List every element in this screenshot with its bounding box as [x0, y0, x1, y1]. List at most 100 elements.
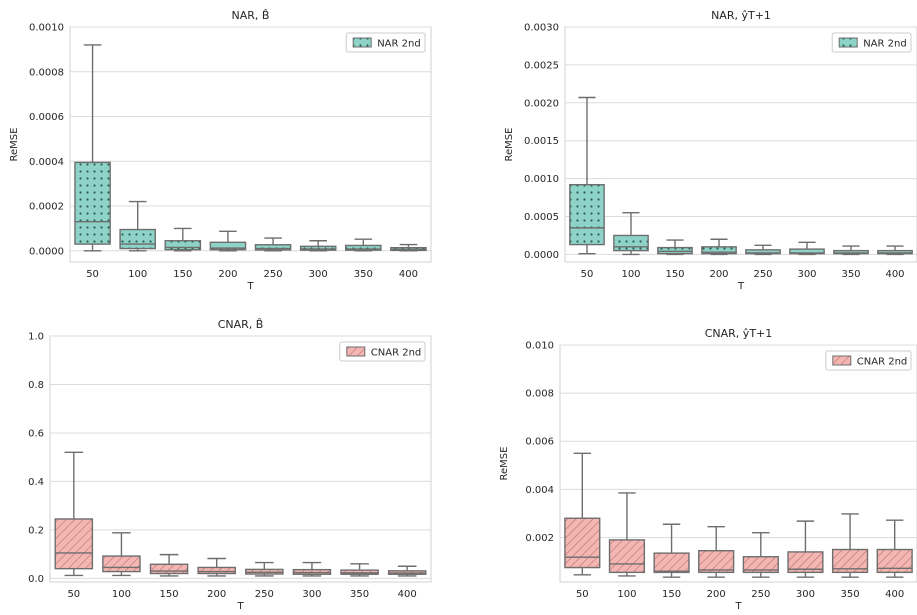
x-tick-label: 300: [797, 269, 816, 280]
y-axis-label: ReMSE: [9, 128, 20, 162]
box-hatch: [74, 161, 111, 245]
box-hatch: [787, 551, 824, 574]
box-200: [698, 525, 735, 578]
box-hatch: [149, 563, 189, 575]
box-150: [149, 553, 189, 577]
series-cnar-2nd: [54, 451, 427, 577]
box-hatch: [569, 183, 605, 246]
x-tick-label: 150: [662, 589, 681, 600]
x-axis-label: T: [246, 281, 254, 292]
x-tick-label: 400: [885, 589, 904, 600]
box-350: [340, 563, 379, 577]
x-tick-label: 300: [796, 589, 815, 600]
y-tick-label: 0.008: [525, 389, 554, 400]
x-axis-label: T: [236, 601, 244, 612]
box-250: [745, 244, 781, 256]
x-tick-label: 400: [885, 269, 904, 280]
box-400: [877, 245, 913, 256]
box-hatch: [54, 518, 94, 570]
box-hatch: [742, 556, 779, 574]
box-300: [292, 561, 332, 577]
x-tick-label: 150: [160, 589, 179, 600]
box-hatch: [701, 246, 737, 255]
box-100: [613, 212, 649, 256]
x-tick-label: 100: [112, 589, 131, 600]
y-tick-label: 0.0010: [29, 23, 64, 34]
plot-area: [564, 26, 917, 263]
box-250: [254, 237, 292, 252]
legend: NAR 2nd: [345, 32, 426, 53]
box-150: [164, 227, 202, 252]
box-300: [299, 240, 337, 252]
x-tick-label: 200: [207, 589, 226, 600]
x-tick-label: 250: [255, 589, 274, 600]
chart-panel-3: 0.0 0.2 0.4 0.6 0.8 1.0 50 100 150 200 250 300 350 40…: [28, 318, 432, 612]
box-hatch: [698, 550, 735, 574]
box-350: [833, 245, 869, 256]
x-axis: 50 100 150 200 250 300 350 400: [576, 589, 904, 600]
chart-panel-2: 0.0000 0.0005 0.0010 0.0015 0.0020 0.0025 0.00…: [504, 9, 917, 292]
y-tick-label: 0.0006: [29, 112, 64, 123]
box-hatch: [119, 228, 156, 250]
x-tick-label: 50: [86, 269, 99, 280]
series-nar-2nd: [569, 96, 913, 256]
legend-swatch-hatch: [352, 37, 372, 48]
box-hatch: [877, 249, 913, 255]
legend-swatch-hatch: [346, 346, 366, 357]
legend-label: NAR 2nd: [863, 39, 907, 50]
x-tick-label: 200: [707, 589, 726, 600]
box-hatch: [657, 246, 693, 255]
y-tick-label: 0.4: [28, 477, 44, 488]
chart-title: NAR, ŷT+1: [711, 9, 771, 22]
box-hatch: [831, 548, 869, 574]
y-axis-label: ReMSE: [504, 128, 515, 162]
y-tick-label: 0.0010: [524, 174, 559, 185]
legend: NAR 2nd: [831, 32, 912, 53]
box-hatch: [789, 248, 825, 255]
box-hatch: [102, 555, 141, 573]
y-tick-label: 0.0000: [29, 246, 64, 257]
series-nar-2nd: [74, 44, 427, 252]
y-tick-label: 0.0: [28, 574, 44, 585]
y-tick-label: 0.006: [525, 437, 554, 448]
box-hatch: [613, 234, 649, 252]
box-100: [119, 200, 156, 252]
plot-area: [69, 26, 432, 263]
y-tick-label: 0.0025: [524, 60, 559, 71]
y-axis: 0.0000 0.0002 0.0004 0.0006 0.0008 0.0010: [29, 23, 431, 257]
chart-title: CNAR, ŷT+1: [705, 327, 773, 340]
box-200: [197, 557, 236, 577]
box-150: [657, 239, 693, 256]
y-tick-label: 0.0008: [29, 67, 64, 78]
box-hatch: [197, 566, 236, 575]
chart-panel-1: 0.0000 0.0002 0.0004 0.0006 0.0008 0.0010 50 10…: [9, 9, 432, 292]
x-tick-label: 100: [621, 269, 640, 280]
y-axis-label: ReMSE: [499, 447, 510, 481]
box-hatch: [608, 539, 646, 574]
box-hatch: [564, 517, 601, 569]
y-tick-label: 0.010: [525, 341, 554, 352]
box-400: [387, 565, 427, 577]
y-tick-label: 0.004: [525, 485, 554, 496]
x-axis: 50 100 150 200 250 300 350 400: [581, 269, 905, 280]
x-tick-label: 350: [350, 589, 369, 600]
x-tick-label: 350: [354, 269, 373, 280]
box-100: [608, 492, 646, 577]
y-tick-label: 0.0004: [29, 157, 64, 168]
box-250: [245, 561, 284, 577]
box-hatch: [876, 548, 913, 574]
x-tick-label: 400: [398, 589, 417, 600]
box-250: [742, 531, 779, 578]
chart-title: CNAR, B̂: [218, 318, 264, 331]
legend-label: CNAR 2nd: [371, 348, 421, 359]
box-50: [54, 451, 94, 577]
x-tick-label: 250: [751, 589, 770, 600]
legend-label: CNAR 2nd: [857, 357, 907, 368]
y-tick-label: 0.0020: [524, 98, 559, 109]
box-hatch: [833, 249, 869, 255]
y-tick-label: 0.002: [525, 533, 554, 544]
box-300: [789, 241, 825, 256]
box-hatch: [164, 240, 202, 251]
box-300: [787, 520, 824, 578]
